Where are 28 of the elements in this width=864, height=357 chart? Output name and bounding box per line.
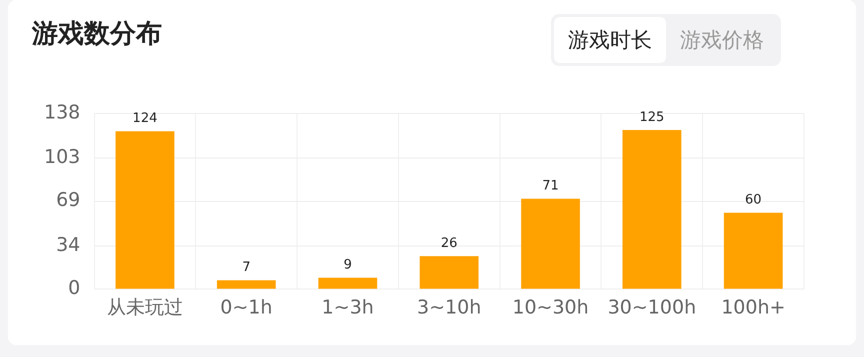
tab-switch: 游戏时长 游戏价格 (551, 14, 781, 66)
y-tick-label: 69 (56, 189, 80, 212)
bar (622, 130, 682, 289)
bar (724, 212, 783, 289)
data-label: 60 (745, 192, 762, 208)
data-label: 26 (440, 236, 458, 251)
data-label: 71 (542, 178, 559, 194)
data-label: 9 (344, 258, 352, 273)
data-label: 125 (640, 110, 664, 125)
x-tick-label: 从未玩过 (106, 296, 183, 319)
bar (420, 256, 479, 289)
bar (216, 280, 276, 289)
y-tick-label: 0 (68, 277, 80, 300)
y-tick-label: 34 (56, 234, 80, 256)
x-tick-label: 100h+ (721, 296, 786, 319)
chart-title: 游戏数分布 (32, 18, 162, 51)
bar (318, 278, 378, 289)
x-tick-label: 30~100h (608, 296, 696, 319)
bar (521, 198, 580, 289)
data-label: 7 (242, 260, 250, 276)
y-tick-label: 138 (44, 101, 80, 124)
y-tick-label: 103 (44, 146, 80, 168)
x-tick-label: 3~10h (417, 296, 482, 319)
x-tick-label: 1~3h (322, 296, 374, 319)
data-label: 124 (132, 111, 158, 126)
x-tick-label: 10~30h (512, 296, 589, 319)
x-tick-label: 0~1h (220, 296, 272, 319)
bar (116, 131, 174, 289)
